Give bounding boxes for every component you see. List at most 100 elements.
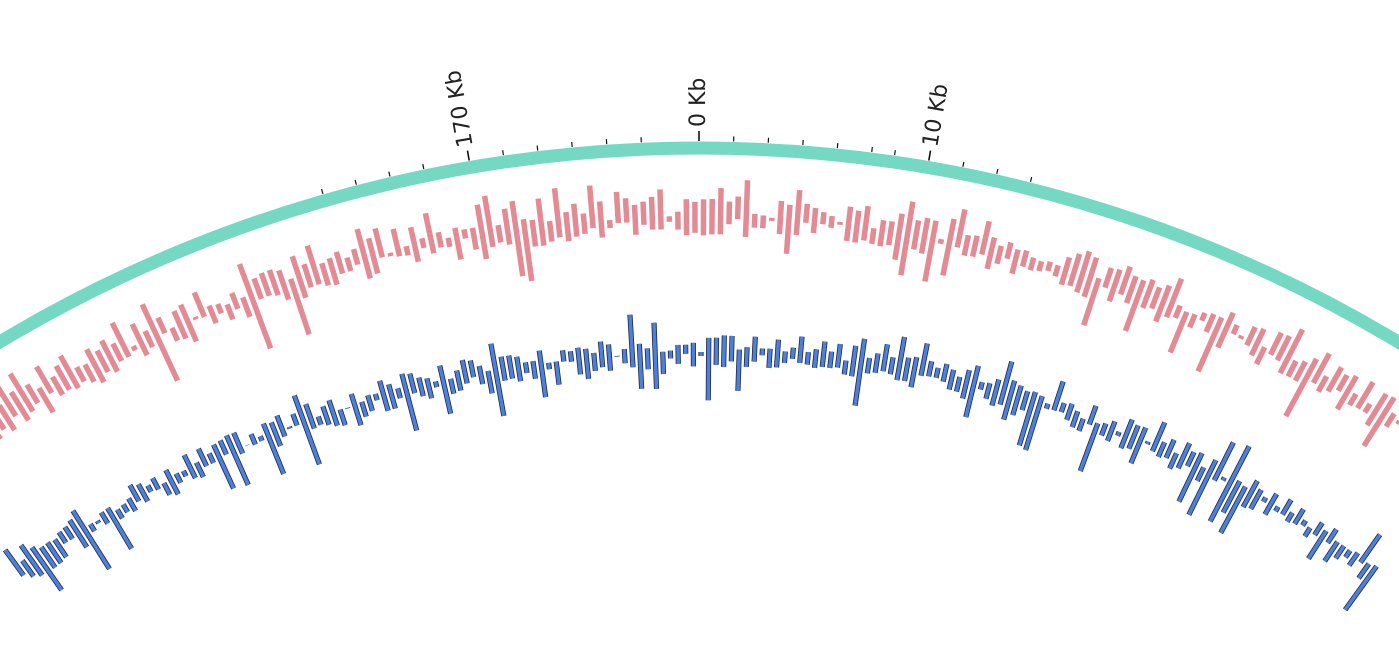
gc-skew-bar [926, 360, 934, 377]
gc-content-bar [481, 195, 496, 248]
gc-skew-bar [721, 335, 727, 367]
gc-skew-bar [812, 349, 819, 369]
gc-skew-bar [1273, 505, 1280, 513]
gc-skew-bar [736, 349, 742, 391]
gc-content-bar [898, 201, 916, 276]
gc-skew-bar [1357, 562, 1371, 580]
gc-skew-bar [1145, 440, 1150, 445]
gc-content-bar [969, 235, 980, 258]
gc-skew-bar [865, 357, 872, 374]
gc-skew-bar [729, 335, 734, 362]
gc-skew-bar [1185, 451, 1196, 467]
gc-skew-bar [194, 461, 206, 478]
gc-skew-bar [628, 314, 635, 368]
gc-skew-bar [1221, 476, 1226, 482]
gc-skew-bar [182, 454, 198, 479]
gc-skew-bar [645, 348, 651, 370]
gc-content-bar [810, 207, 819, 234]
gc-content-bar [1027, 257, 1037, 271]
gc-skew-bar [106, 507, 134, 550]
gc-skew-bar [1285, 511, 1294, 523]
gc-content-bar [224, 303, 236, 321]
gc-content-bar [726, 201, 733, 225]
gc-content-bar [1361, 396, 1397, 448]
gc-content-bar [155, 316, 168, 335]
gc-content-bar [509, 200, 526, 277]
gc-skew-bar [30, 546, 64, 592]
gc-content-bar [580, 213, 588, 235]
gc-skew-bar [744, 347, 749, 367]
gc-content-bar [1355, 380, 1376, 410]
gc-skew-bar [174, 472, 183, 484]
gc-skew-bar [1099, 422, 1108, 437]
gc-skew-bar [1020, 390, 1030, 411]
gc-content-bar [1149, 286, 1163, 310]
backbone-arc [0, 141, 1399, 351]
gc-content-bar [0, 417, 7, 431]
gc-content-bar [304, 244, 322, 286]
gc-skew-bar [637, 343, 644, 389]
gc-content-bar [58, 354, 81, 390]
gc-skew-bar [919, 343, 930, 377]
gc-skew-bar [99, 511, 110, 525]
gc-skew-bar [934, 367, 940, 379]
gc-skew-bar [797, 336, 804, 364]
gc-content-bar [350, 248, 361, 266]
gc-skew-bar [960, 369, 972, 399]
gc-skew-bar [425, 377, 434, 399]
gc-content-bar [1123, 275, 1139, 304]
gc-content-bar [215, 302, 224, 315]
gc-content-bar [776, 200, 785, 235]
gc-content-bar [171, 309, 189, 340]
gc-content-bar [734, 196, 742, 220]
gc-skew-bar [1219, 485, 1248, 534]
gc-content-bar [1081, 256, 1100, 298]
minor-tick [1029, 176, 1033, 183]
gc-skew-bar [164, 469, 180, 496]
gc-skew-bar [1326, 528, 1338, 544]
gc-content-bar [139, 303, 181, 382]
gc-content-bar [266, 269, 281, 297]
minor-tick [894, 150, 896, 156]
gc-skew-bar [1334, 544, 1346, 560]
gc-content-bar [961, 234, 972, 257]
gc-skew-bar [437, 365, 453, 415]
gc-skew-bar [1301, 519, 1308, 527]
gc-skew-bar [514, 356, 523, 382]
gc-skew-bar [790, 347, 796, 359]
gc-skew-bar [1208, 445, 1251, 523]
gc-content-bar [8, 390, 31, 422]
gc-skew-bar [583, 348, 591, 380]
gc-content-bar [1081, 277, 1102, 327]
gc-skew-bar [849, 345, 858, 377]
minor-tick [422, 164, 425, 170]
gc-skew-bar [63, 525, 75, 540]
gc-skew-bar [706, 337, 711, 401]
gc-skew-bar [287, 426, 292, 430]
gc-content-bar [1199, 311, 1208, 322]
gc-skew-bar [224, 434, 250, 486]
gc-skew-bar [805, 351, 811, 365]
gc-content-bar [99, 339, 120, 373]
gc-content-bar [276, 269, 292, 301]
gc-skew-bar [211, 443, 236, 490]
gc-content-bar [390, 228, 403, 257]
gc-content-bar [1274, 334, 1292, 362]
gc-content-bar [84, 348, 107, 384]
gc-content-bar [387, 252, 394, 257]
gc-skew-bar [1115, 431, 1121, 437]
gc-content-bar [828, 215, 835, 229]
gc-content-bar [319, 262, 332, 287]
gc-skew-bar [767, 348, 772, 369]
gc-content-bar [803, 203, 811, 223]
gc-content-bar [49, 375, 66, 397]
gc-skew-bar [386, 383, 398, 410]
gc-content-bar [1067, 253, 1083, 287]
gc-skew-bar [1249, 488, 1263, 510]
gc-content-bar [631, 204, 639, 235]
gc-skew-bar [196, 447, 209, 467]
gc-skew-bar [232, 432, 245, 455]
gc-skew-bar [895, 336, 907, 381]
gc-content-bar [1019, 249, 1030, 268]
gc-skew-bar [115, 508, 124, 520]
